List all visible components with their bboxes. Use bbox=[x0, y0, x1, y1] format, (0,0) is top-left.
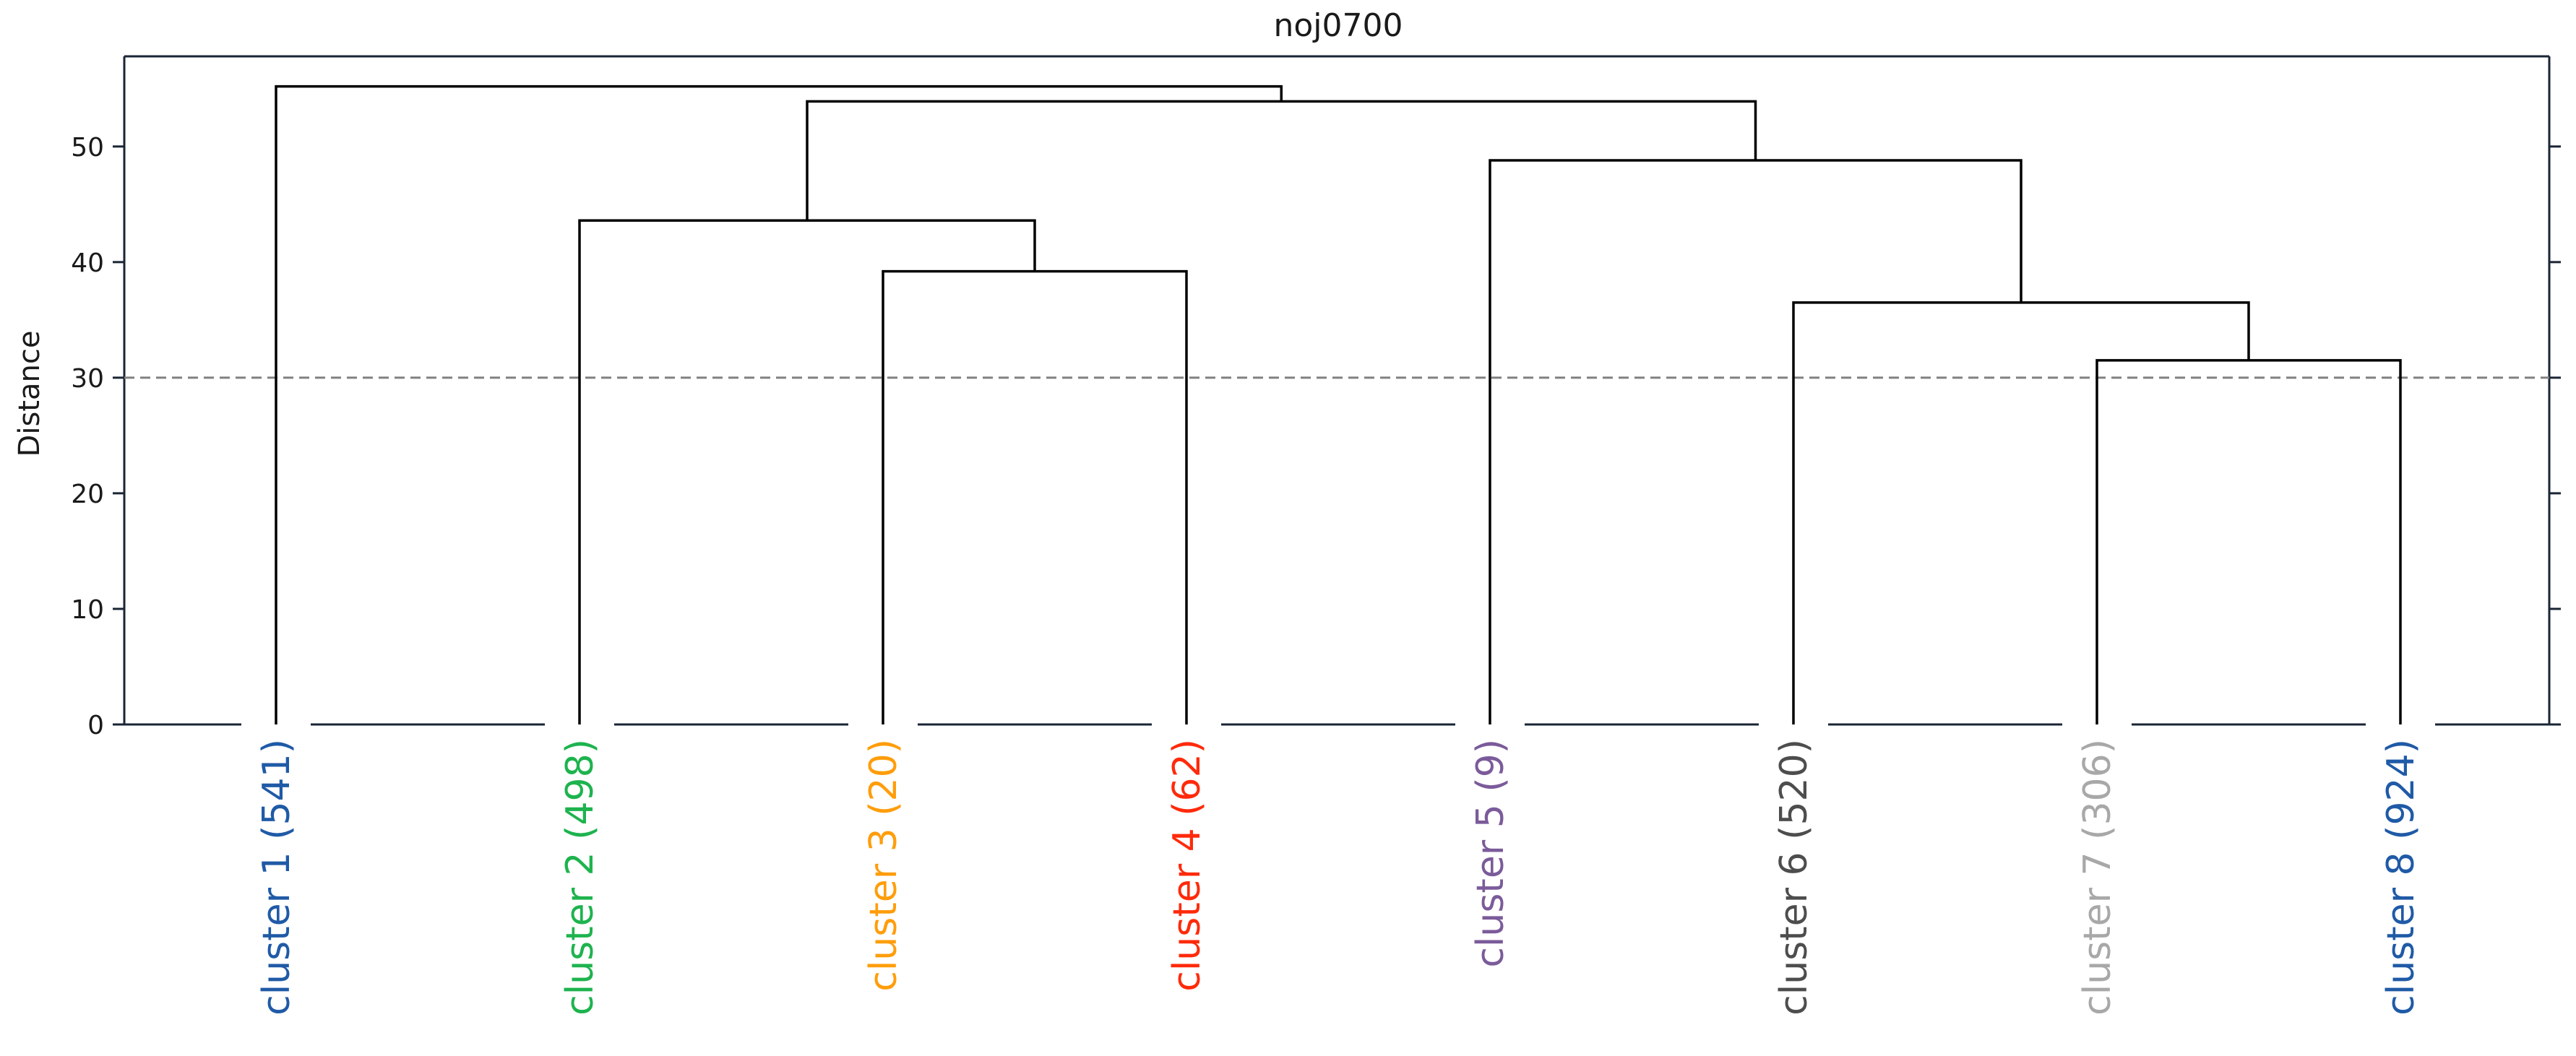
leaf-label: cluster 5 (9) bbox=[1469, 739, 1512, 968]
leaf-label: cluster 6 (520) bbox=[1772, 739, 1816, 1016]
dendrogram-link bbox=[2095, 359, 2402, 724]
y-tick-label: 0 bbox=[87, 711, 104, 740]
plot-area: 0 10 20 30 40 50 cluster 1 (541) cluster 2 (498… bbox=[71, 55, 2561, 1016]
leaf-label: cluster 8 (924) bbox=[2379, 739, 2423, 1016]
y-tick-label: 20 bbox=[71, 480, 104, 509]
dendrogram-link bbox=[578, 219, 1036, 724]
y-tick-label: 10 bbox=[71, 595, 104, 625]
leaf-label: cluster 3 (20) bbox=[862, 739, 905, 992]
leaf-label: cluster 4 (62) bbox=[1166, 739, 1209, 992]
y-tick-label: 30 bbox=[71, 364, 104, 394]
chart-title: noj0700 bbox=[1273, 7, 1403, 44]
dendrogram-link bbox=[1489, 159, 2023, 724]
y-axis-label: Distance bbox=[13, 331, 46, 457]
leaf-label: cluster 1 (541) bbox=[255, 739, 298, 1016]
dendrogram-link bbox=[1792, 301, 2250, 724]
leaf-label: cluster 2 (498) bbox=[559, 739, 602, 1016]
y-tick-label: 40 bbox=[71, 248, 104, 278]
dendrogram-link bbox=[275, 85, 1283, 724]
dendrogram-link bbox=[882, 269, 1188, 724]
leaf-label: cluster 7 (306) bbox=[2076, 739, 2119, 1016]
y-tick-label: 50 bbox=[71, 133, 104, 163]
